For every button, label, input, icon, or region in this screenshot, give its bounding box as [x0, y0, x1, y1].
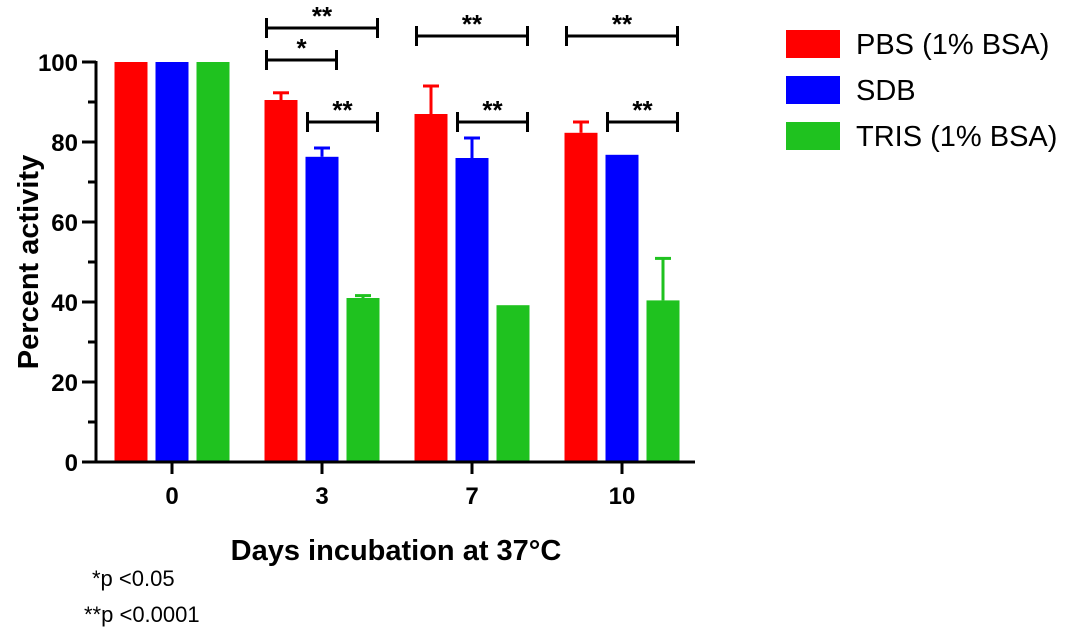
significance-label: ** [632, 95, 653, 125]
bar-pbs-1-bsa--day-10 [564, 132, 598, 463]
legend-label: TRIS (1% BSA) [856, 121, 1057, 153]
y-tick-label: 80 [51, 130, 78, 157]
bar-tris-1-bsa--day-3 [346, 298, 380, 462]
bar-pbs-1-bsa--day-0 [114, 62, 148, 462]
y-tick-label: 100 [38, 50, 78, 77]
y-tick-label: 40 [51, 290, 78, 317]
axes: 0 20 40 60 80 100 0 3 7 10 [38, 50, 695, 510]
x-axis-title: Days incubation at 37°C [231, 535, 562, 567]
bar-tris-1-bsa--day-0 [196, 62, 230, 462]
x-tick-label: 7 [465, 483, 478, 510]
x-tick-label: 0 [165, 483, 178, 510]
legend-label: PBS (1% BSA) [856, 29, 1049, 61]
bar-pbs-1-bsa--day-7 [414, 114, 448, 462]
significance-label: ** [482, 95, 503, 125]
y-axis-title: Percent activity [13, 155, 45, 369]
bar-pbs-1-bsa--day-3 [264, 100, 298, 462]
legend-swatch [786, 76, 840, 104]
significance-label: ** [462, 9, 483, 39]
significance-note-2: **p <0.0001 [84, 602, 200, 627]
significance-label: * [296, 33, 307, 63]
bar-tris-1-bsa--day-7 [496, 305, 530, 462]
significance-brackets: ************* [265, 1, 679, 132]
bar-sdb-day-0 [155, 62, 189, 462]
x-tick-label: 3 [315, 483, 328, 510]
y-tick-label: 20 [51, 370, 78, 397]
bar-sdb-day-3 [305, 156, 339, 463]
y-tick-label: 0 [65, 450, 78, 477]
x-tick-label: 10 [609, 483, 636, 510]
bar-tris-1-bsa--day-10 [646, 300, 680, 462]
y-tick-label: 60 [51, 210, 78, 237]
significance-label: ** [612, 9, 633, 39]
significance-note-1: *p <0.05 [92, 566, 175, 591]
bar-sdb-day-7 [455, 158, 489, 462]
bar-sdb-day-10 [605, 154, 639, 463]
significance-label: ** [332, 95, 353, 125]
legend: PBS (1% BSA) SDB TRIS (1% BSA) [786, 29, 1057, 153]
bars [114, 62, 680, 463]
legend-swatch [786, 122, 840, 150]
error-bars [273, 84, 671, 301]
significance-label: ** [312, 1, 333, 31]
legend-swatch [786, 30, 840, 58]
legend-label: SDB [856, 75, 916, 107]
